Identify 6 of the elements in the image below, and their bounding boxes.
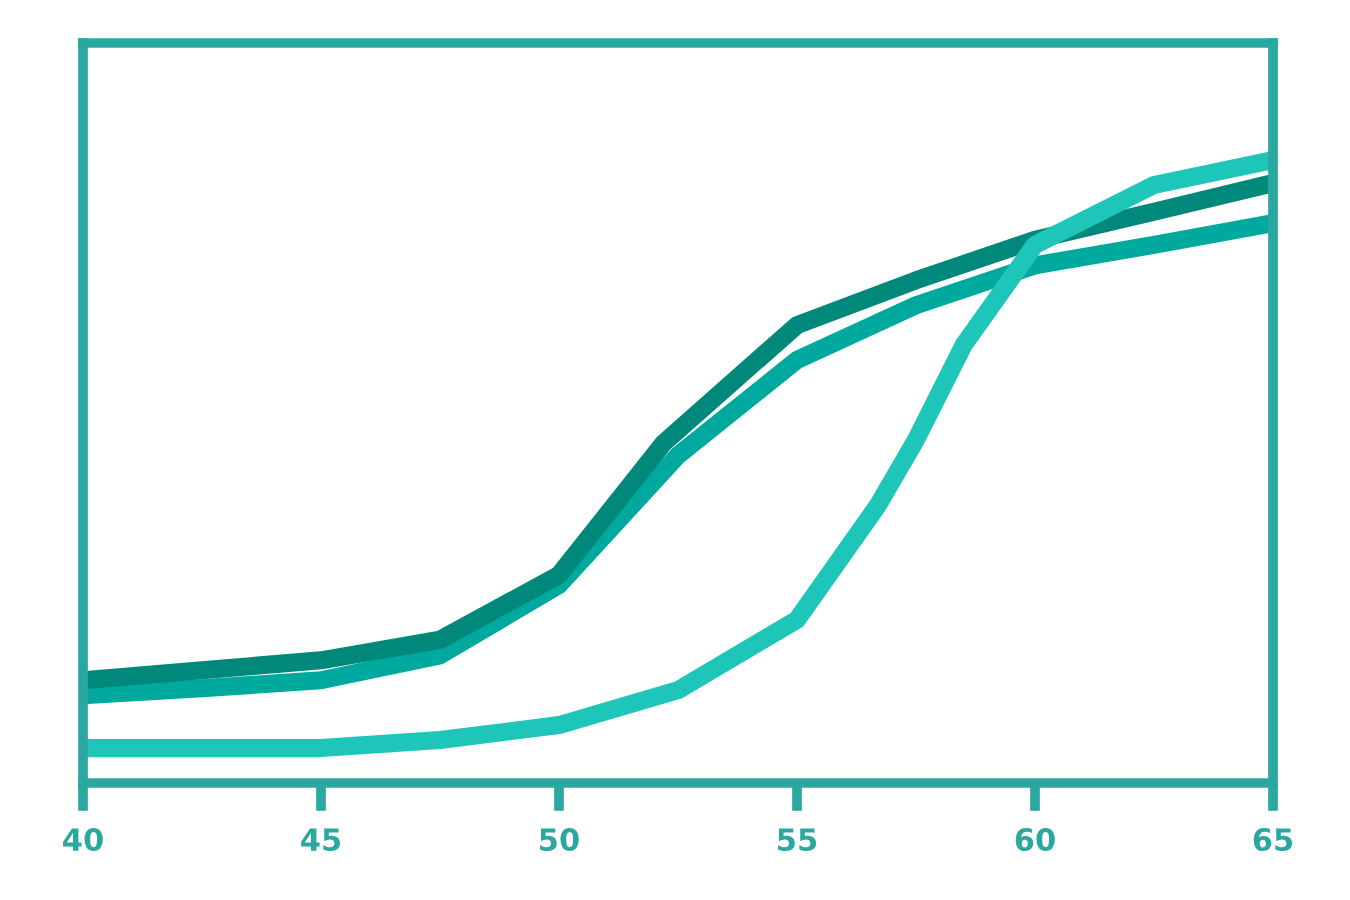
- x-tick-label: 50: [540, 827, 579, 852]
- x-tick-label: 40: [63, 827, 103, 852]
- x-tick-label: 60: [1015, 827, 1055, 852]
- x-tick-label: 65: [1253, 828, 1293, 852]
- x-tick-label: 55: [778, 828, 817, 852]
- x-tick-label: 45: [301, 828, 341, 852]
